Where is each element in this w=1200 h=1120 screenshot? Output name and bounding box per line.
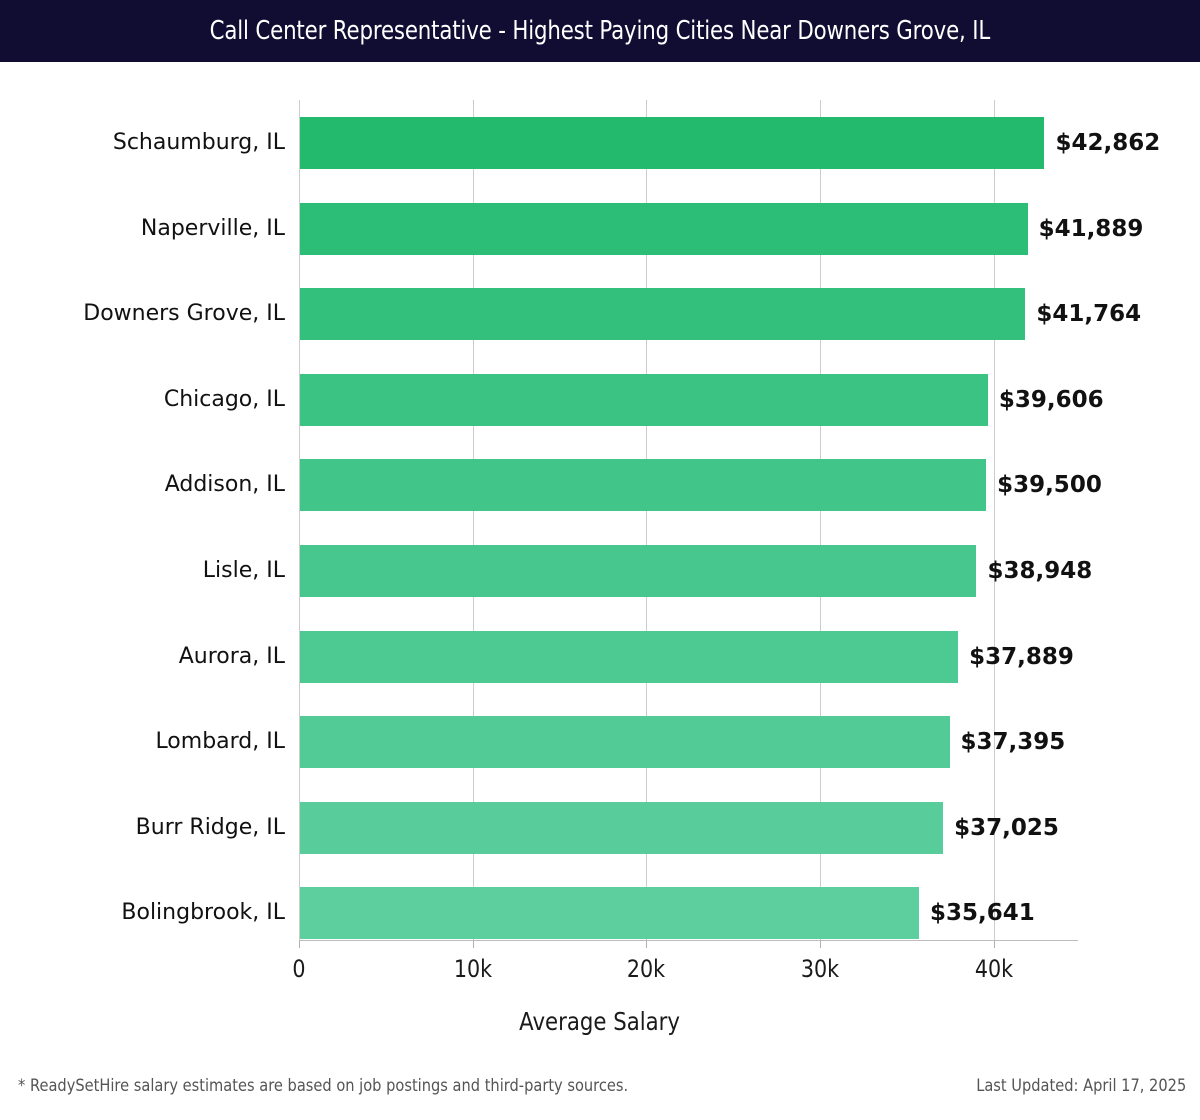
bar[interactable] (300, 288, 1026, 341)
bar[interactable] (300, 202, 1028, 255)
category-label: Burr Ridge, IL (135, 814, 285, 840)
category-label: Addison, IL (164, 472, 285, 498)
category-label: Lombard, IL (155, 729, 285, 755)
x-axis-title-label: Average Salary (519, 1007, 681, 1036)
bar[interactable] (300, 459, 987, 512)
bar-row: Chicago, IL $39,606 (0, 373, 1200, 426)
bar-rows: Schaumburg, IL $42,862 Naperville, IL $41,8… (0, 62, 1200, 1062)
footer-last-updated-text: Last Updated: April 17, 2025 (975, 1076, 1186, 1096)
bar-value-label: $42,862 (1055, 130, 1161, 156)
bar-row: Burr Ridge, IL $37,025 (0, 801, 1200, 854)
chart-title-bar: Call Center Representative - Highest Pay… (0, 0, 1200, 62)
footer-last-updated: Last Updated: April 17, 2025 (942, 1076, 1186, 1096)
page-title: Call Center Representative - Highest Pay… (209, 16, 991, 46)
bar-row: Addison, IL $39,500 (0, 459, 1200, 512)
bar[interactable] (300, 373, 988, 426)
bar-value-label: $37,025 (954, 814, 1059, 841)
x-axis-title: Average Salary (0, 1007, 1200, 1036)
bar-value-label: $37,889 (969, 643, 1074, 670)
footer-disclaimer-text: * ReadySetHire salary estimates are base… (18, 1076, 629, 1096)
category-label: Chicago, IL (163, 386, 285, 412)
chart-footer: * ReadySetHire salary estimates are base… (0, 1062, 1200, 1120)
bar-row: Lisle, IL $38,948 (0, 545, 1200, 597)
bar[interactable] (300, 887, 920, 940)
bar-value-label: $38,948 (987, 558, 1093, 584)
bar[interactable] (300, 716, 950, 769)
plot-area: Schaumburg, IL $42,862 Naperville, IL $41,8… (0, 62, 1200, 1062)
bar-value-label: $41,764 (1036, 301, 1142, 328)
bar-row: Aurora, IL $37,889 (0, 630, 1200, 683)
bar[interactable] (300, 630, 959, 683)
footer-disclaimer: * ReadySetHire salary estimates are base… (18, 1076, 728, 1096)
bar-value-label: $39,500 (997, 472, 1102, 499)
bar[interactable] (300, 801, 944, 854)
category-label: Aurora, IL (178, 643, 285, 669)
category-label: Downers Grove, IL (83, 301, 285, 327)
bar[interactable] (300, 545, 977, 597)
category-label: Naperville, IL (140, 215, 285, 241)
bar-value-label: $41,889 (1038, 215, 1144, 242)
bar-row: Schaumburg, IL $42,862 (0, 117, 1200, 169)
bar-row: Naperville, IL $41,889 (0, 202, 1200, 255)
bar[interactable] (300, 117, 1045, 169)
bar-row: Lombard, IL $37,395 (0, 716, 1200, 769)
bar-value-label: $37,395 (960, 729, 1066, 756)
bar-value-label: $35,641 (930, 900, 1035, 927)
category-label: Bolingbrook, IL (121, 900, 285, 926)
x-axis-line (299, 940, 1078, 941)
bar-row: Bolingbrook, IL $35,641 (0, 887, 1200, 940)
bar-row: Downers Grove, IL $41,764 (0, 288, 1200, 341)
category-label: Lisle, IL (202, 558, 285, 583)
category-label: Schaumburg, IL (112, 130, 285, 155)
bar-value-label: $39,606 (998, 386, 1104, 413)
